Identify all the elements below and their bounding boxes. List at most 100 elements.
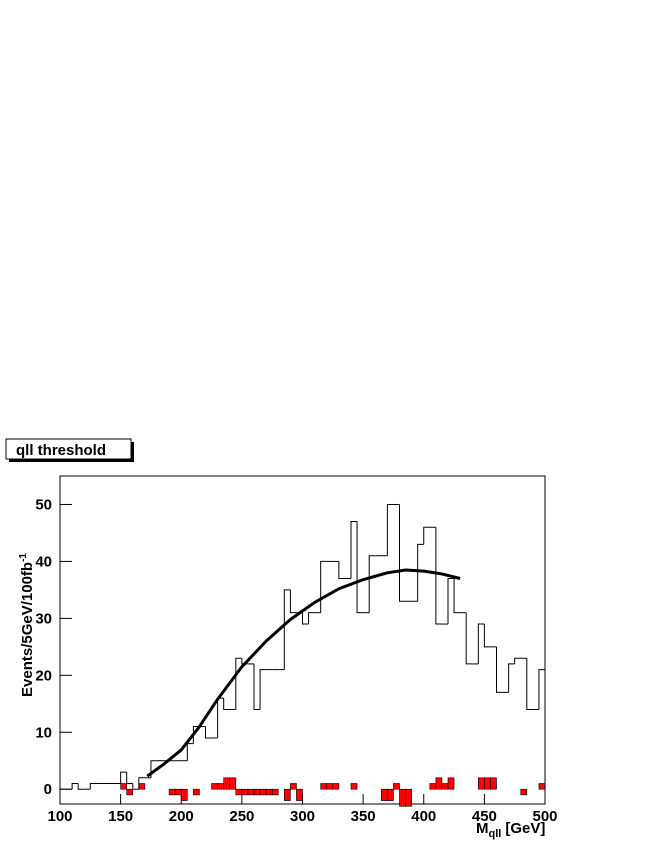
hist-bin	[538, 669, 546, 790]
diff-bar	[271, 788, 279, 796]
hist-bin	[192, 726, 200, 744]
hist-bin	[217, 697, 224, 738]
hist-bin	[477, 623, 485, 664]
hist-bin	[253, 663, 261, 710]
x-tick-label: 100	[47, 808, 72, 825]
diff-bar	[253, 788, 261, 796]
hist-bin	[399, 504, 406, 602]
x-tick-label: 250	[229, 808, 254, 825]
diff-bar	[381, 788, 388, 801]
hist-bin	[496, 646, 503, 693]
hist-bin	[453, 578, 461, 614]
x-tick-label: 150	[108, 808, 133, 825]
diff-bar	[180, 788, 188, 801]
title-box	[5, 438, 132, 460]
hist-bin	[350, 521, 358, 579]
x-label-sub: qll	[489, 828, 502, 840]
diff-bar	[193, 788, 200, 796]
frame	[59, 475, 546, 805]
hist-bin	[526, 658, 533, 710]
hist-bin	[514, 657, 521, 664]
hist-bin	[259, 669, 267, 710]
hist-bin	[435, 527, 442, 625]
hist-bin	[126, 772, 133, 784]
hist-bin	[205, 726, 212, 739]
diff-bar	[435, 777, 443, 790]
x-tick-label: 300	[290, 808, 315, 825]
x-label-main: M	[476, 820, 489, 837]
x-axis-label: Mqll [GeV]	[476, 820, 545, 840]
x-tick-label: 350	[351, 808, 376, 825]
hist-bin	[138, 777, 145, 790]
hist-bin	[289, 589, 297, 614]
x-label-unit: [GeV]	[505, 820, 545, 837]
diff-bar	[217, 783, 224, 790]
diff-bar	[332, 783, 340, 790]
y-tick-label: 20	[35, 667, 52, 684]
hist-bin	[356, 521, 364, 614]
diff-bar	[229, 777, 237, 790]
hist-bin	[465, 612, 473, 665]
diff-bar	[538, 783, 546, 790]
hist-bin	[386, 503, 394, 556]
hist-bin	[338, 561, 345, 579]
y-tick-label: 30	[35, 610, 52, 627]
diff-bar	[138, 783, 146, 790]
diff-bar	[235, 788, 243, 796]
hist-bin	[89, 783, 97, 790]
hist-bin	[417, 543, 424, 602]
hist-bin	[320, 560, 327, 613]
diff-bar	[393, 783, 400, 790]
diff-bar	[265, 788, 273, 796]
hist-bin	[186, 743, 194, 761]
hist-bin	[508, 663, 515, 693]
diff-bar	[399, 788, 406, 807]
hist-bin	[120, 771, 127, 784]
diff-bar	[296, 788, 303, 801]
hist-bin	[423, 526, 430, 545]
hist-bin	[71, 783, 79, 790]
diff-bar	[320, 783, 328, 790]
hist-bin	[483, 624, 491, 648]
x-tick-label: 450	[472, 808, 497, 825]
diff-bar	[120, 783, 127, 790]
y-axis-label: Events/5GeV/100fb-1	[18, 553, 36, 697]
x-tick-label: 400	[411, 808, 436, 825]
x-tick-label: 500	[532, 808, 557, 825]
hist-bin	[223, 698, 230, 710]
diff-bar	[484, 777, 491, 790]
y-tick-label: 50	[35, 496, 52, 513]
hist-bin	[368, 555, 376, 613]
hist-bin	[302, 612, 309, 625]
y-label-sup: -1	[18, 553, 29, 562]
diff-bar	[429, 783, 437, 790]
hist-bin	[283, 589, 291, 670]
diff-bar	[290, 783, 297, 790]
hist-bin	[132, 783, 139, 790]
diff-bar	[350, 783, 358, 790]
diff-bar	[441, 783, 449, 790]
diff-bar	[126, 788, 134, 796]
y-tick-label: 10	[35, 724, 52, 741]
hist-bin	[447, 578, 455, 625]
y-tick-label: 40	[35, 553, 52, 570]
diff-bar	[211, 783, 218, 790]
diff-bar	[447, 777, 455, 790]
diff-bar	[241, 788, 249, 796]
hist-bin	[235, 657, 242, 710]
y-label-main: Events/5GeV/100fb	[19, 562, 36, 697]
diff-bar	[326, 783, 334, 790]
diff-bar	[247, 788, 255, 796]
diff-bar	[387, 788, 394, 801]
diff-bar	[490, 777, 497, 790]
diff-bar	[168, 788, 176, 796]
fit-curve	[146, 568, 461, 778]
hist-bin	[77, 783, 85, 790]
diff-bar	[259, 788, 267, 796]
diff-bar	[174, 788, 182, 796]
y-tick-label: 0	[44, 781, 52, 798]
hist-bin	[308, 612, 315, 625]
diff-bar	[405, 788, 412, 807]
chart-title: qll threshold	[16, 442, 106, 459]
